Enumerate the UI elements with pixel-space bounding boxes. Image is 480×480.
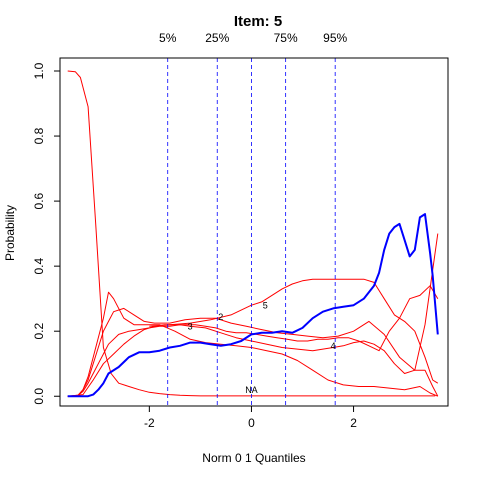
x-tick-label: 0 xyxy=(248,416,255,430)
series-line-5 xyxy=(67,213,439,398)
y-tick-label: 1.0 xyxy=(32,62,46,79)
x-tick-label: 2 xyxy=(350,416,357,430)
quantile-label-95pct: 95% xyxy=(323,31,347,45)
y-tick-label: 0.8 xyxy=(32,127,46,144)
chart-title: Item: 5 xyxy=(234,13,282,30)
series-label-2: 2 xyxy=(218,312,223,322)
series-lines xyxy=(67,70,439,398)
axes: -2 0 2 0.0 0.2 0.4 0.6 0.8 1.0 xyxy=(32,57,449,430)
y-tick-label: 0.0 xyxy=(32,388,46,405)
series-label-3: 3 xyxy=(188,322,193,332)
plot-frame xyxy=(59,57,449,407)
quantile-label-75pct: 75% xyxy=(274,31,298,45)
series-label-na: NA xyxy=(245,385,258,395)
x-axis-label: Norm 0 1 Quantiles xyxy=(202,451,305,465)
x-tick-label: -2 xyxy=(144,416,155,430)
quantile-label-5pct: 5% xyxy=(159,31,177,45)
series-label-5: 5 xyxy=(263,300,268,310)
series-line-3 xyxy=(67,291,438,397)
quantile-label-25pct: 25% xyxy=(205,31,229,45)
y-tick-label: 0.2 xyxy=(32,323,46,340)
y-tick-label: 0.4 xyxy=(32,257,46,274)
series-line-unlabeled-5 xyxy=(149,278,439,384)
series-line-2 xyxy=(67,233,439,397)
series-line-4 xyxy=(67,324,439,397)
y-axis-label: Probability xyxy=(3,205,17,261)
y-tick-label: 0.6 xyxy=(32,192,46,209)
quantile-lines: 5% 25% 75% 95% xyxy=(159,31,348,406)
series-labels: NA 3 2 4 5 xyxy=(188,300,336,395)
series-label-4: 4 xyxy=(331,341,336,351)
